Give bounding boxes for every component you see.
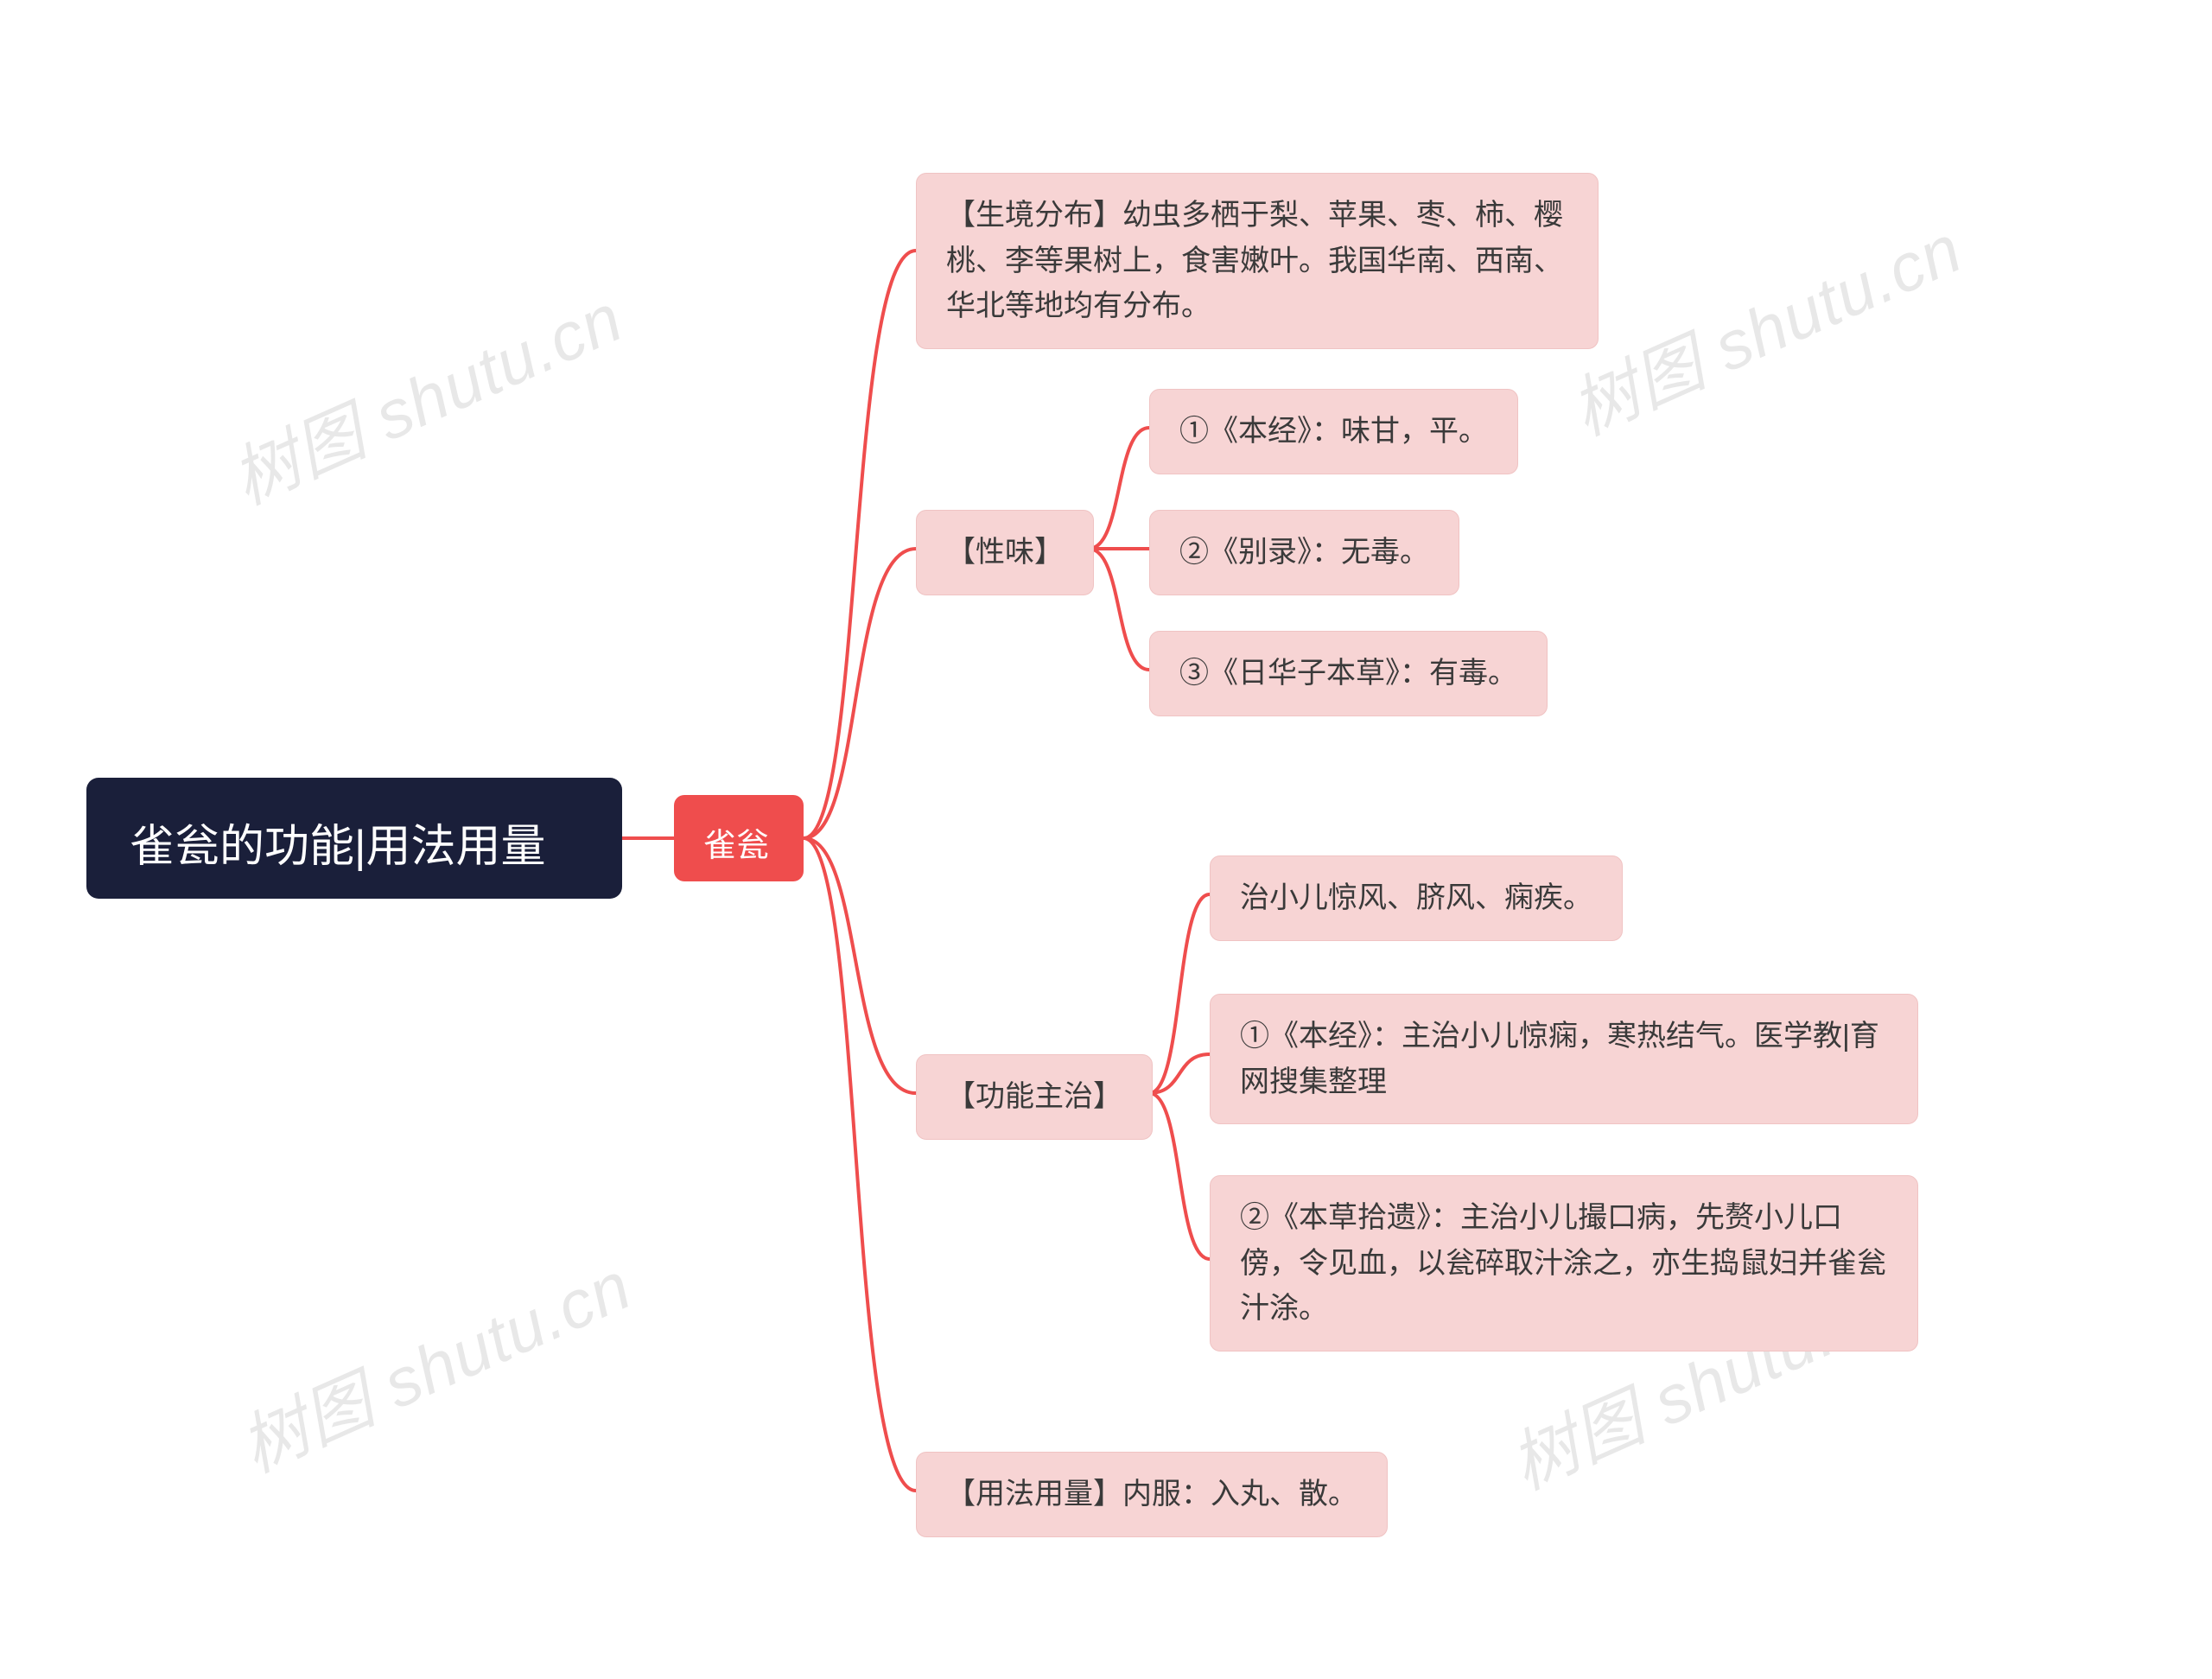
center-node[interactable]: 雀瓮	[674, 795, 804, 881]
habitat-node[interactable]: 【生境分布】幼虫多栖于梨、苹果、枣、柿、樱桃、李等果树上，食害嫩叶。我国华南、西…	[916, 173, 1599, 349]
root-label: 雀瓮的功能|用法用量	[130, 822, 546, 872]
taste-item-label: ①《本经》：味甘，平。	[1179, 415, 1488, 448]
root-node[interactable]: 雀瓮的功能|用法用量	[86, 778, 622, 899]
taste-node[interactable]: 【性味】	[916, 510, 1094, 595]
function-item-label: 治小儿惊风、脐风、痫疾。	[1240, 881, 1592, 914]
taste-item-node[interactable]: ①《本经》：味甘，平。	[1149, 389, 1518, 474]
function-item-label: ①《本经》：主治小儿惊痫，寒热结气。医学教|育网搜集整理	[1240, 1020, 1879, 1098]
function-item-node[interactable]: ①《本经》：主治小儿惊痫，寒热结气。医学教|育网搜集整理	[1210, 994, 1918, 1124]
taste-item-node[interactable]: ②《别录》：无毒。	[1149, 510, 1459, 595]
mindmap-canvas: 树图 shutu.cn 树图 shutu.cn 树图 shutu.cn 树图 s…	[0, 0, 2212, 1679]
watermark: 树图 shutu.cn	[1554, 196, 1974, 455]
function-node[interactable]: 【功能主治】	[916, 1054, 1153, 1140]
function-item-node[interactable]: 治小儿惊风、脐风、痫疾。	[1210, 855, 1623, 941]
watermark: 树图 shutu.cn	[214, 265, 635, 524]
center-label: 雀瓮	[703, 828, 769, 864]
taste-item-label: ②《别录》：无毒。	[1179, 536, 1429, 569]
usage-label: 【用法用量】内服：入丸、散。	[946, 1478, 1357, 1510]
taste-label: 【性味】	[946, 536, 1064, 569]
function-item-node[interactable]: ②《本草拾遗》：主治小儿撮口病，先赘小儿口傍，令见血，以瓮碎取汁涂之，亦生捣鼠妇…	[1210, 1175, 1918, 1351]
usage-node[interactable]: 【用法用量】内服：入丸、散。	[916, 1452, 1388, 1537]
taste-item-label: ③《日华子本草》：有毒。	[1179, 657, 1517, 690]
function-item-label: ②《本草拾遗》：主治小儿撮口病，先赘小儿口傍，令见血，以瓮碎取汁涂之，亦生捣鼠妇…	[1240, 1201, 1886, 1325]
function-label: 【功能主治】	[946, 1080, 1122, 1113]
taste-item-node[interactable]: ③《日华子本草》：有毒。	[1149, 631, 1548, 716]
habitat-label: 【生境分布】幼虫多栖于梨、苹果、枣、柿、樱桃、李等果树上，食害嫩叶。我国华南、西…	[946, 199, 1563, 322]
watermark: 树图 shutu.cn	[223, 1233, 644, 1491]
